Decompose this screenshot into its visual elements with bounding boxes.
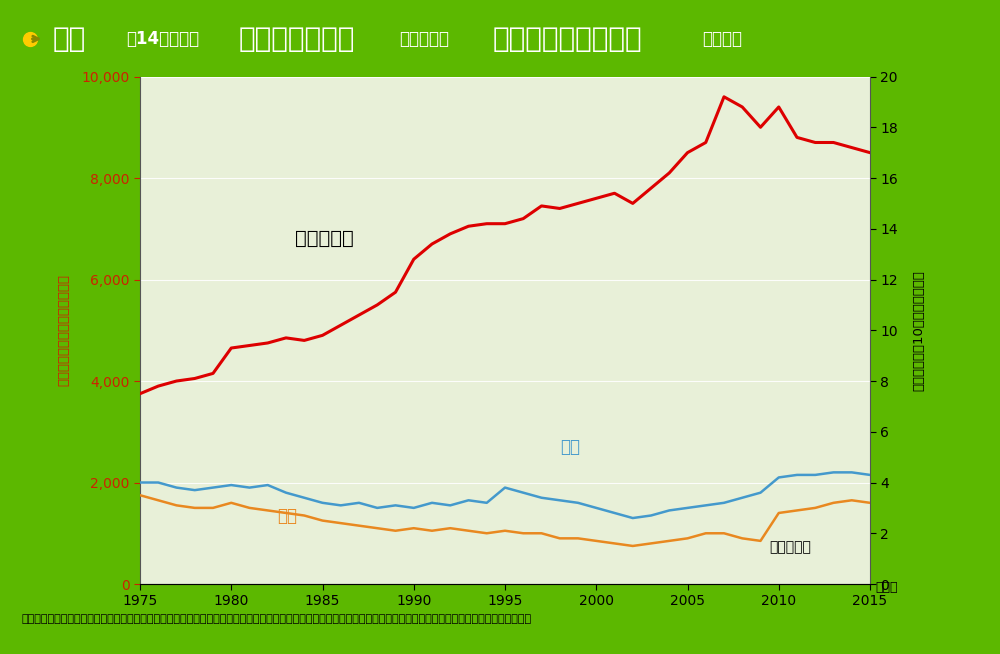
Text: 男児: 男児	[560, 438, 580, 456]
Text: と電力使用量の推移: と電力使用量の推移	[492, 25, 642, 53]
Text: 白血病の発生率: 白血病の発生率	[238, 25, 355, 53]
Text: 女児: 女児	[277, 507, 297, 525]
Text: （年）: （年）	[875, 581, 898, 594]
Y-axis label: 電力使用量（億キロワット時）: 電力使用量（億キロワット時）	[57, 274, 70, 387]
Text: （14歳以下）: （14歳以下）	[126, 30, 199, 48]
Text: （日本）: （日本）	[702, 30, 742, 48]
Text: 小児: 小児	[53, 25, 86, 53]
Text: 出典：電気事業便覧（電気事業連合会統計委員会編），国立がん研究センターがん対策情報センター「地域がん登録全国推計によるがん罹患データ」のデータを基に作成。: 出典：電気事業便覧（電気事業連合会統計委員会編），国立がん研究センターがん対策情…	[22, 614, 532, 624]
FancyBboxPatch shape	[12, 8, 988, 70]
Y-axis label: 発生率（人口10万人あたり人）: 発生率（人口10万人あたり人）	[912, 270, 925, 390]
Text: 電力使用量: 電力使用量	[295, 229, 354, 248]
Text: 小児白血病: 小児白血病	[770, 540, 812, 554]
Text: （罹患率）: （罹患率）	[399, 30, 449, 48]
